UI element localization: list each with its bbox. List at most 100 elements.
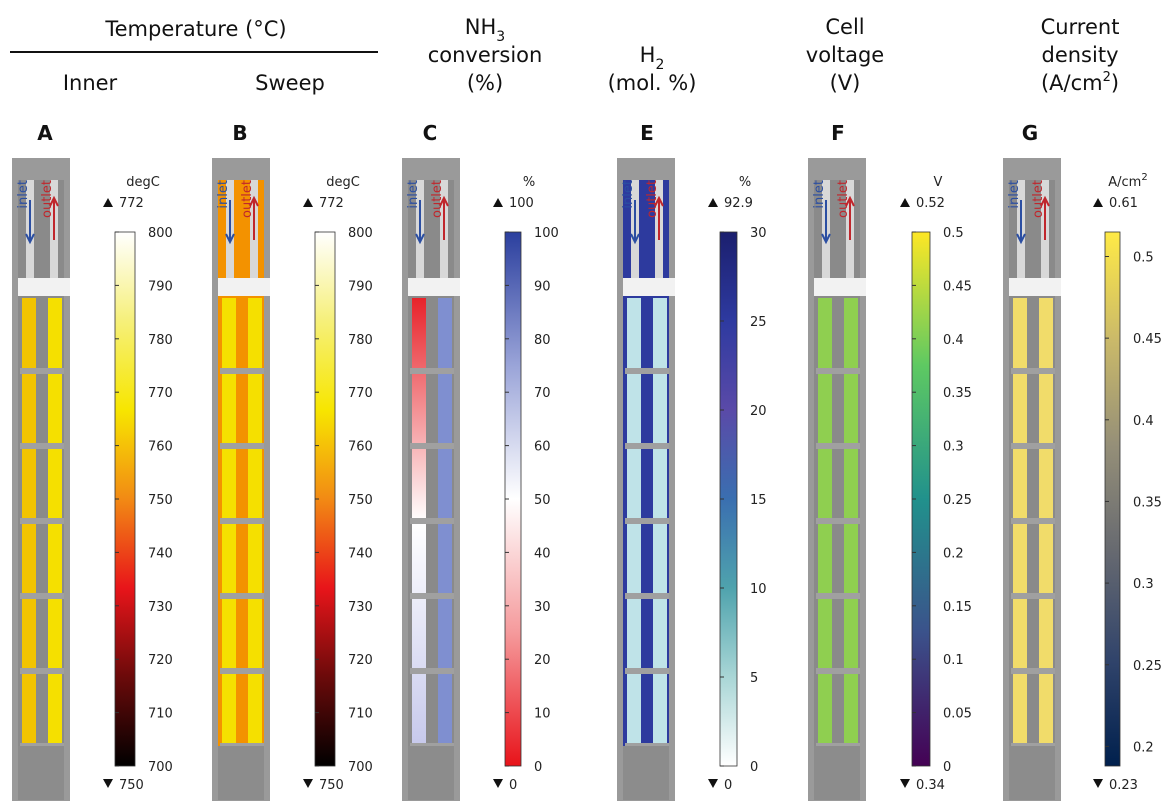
spacer (816, 443, 860, 449)
colorbar-tick-label: 800 (148, 226, 173, 241)
colorbar (1105, 232, 1120, 766)
colorbar-unit: degC (326, 175, 360, 190)
colorbar-tick-label: 700 (348, 760, 373, 775)
panel-letter: G (1022, 121, 1038, 145)
inlet-label: inlet (16, 180, 31, 209)
spacer (816, 668, 860, 674)
temperature-title: Temperature (°C) (104, 17, 286, 41)
spacer (220, 443, 264, 449)
colorbar-tick-label: 0.1 (943, 653, 964, 668)
colorbar-tick-label: 0.3 (1133, 577, 1154, 592)
colorbar-tick-label: 740 (148, 546, 173, 561)
colorbar-tick-label: 60 (534, 440, 551, 455)
spacer (1011, 368, 1055, 374)
colorbar-tick-label: 0.45 (1133, 332, 1162, 347)
colorbar-tick-label: 0 (750, 760, 758, 775)
min-marker (493, 779, 503, 788)
spacer (1011, 443, 1055, 449)
spacer (220, 518, 264, 524)
colorbar-tick-label: 710 (348, 707, 373, 722)
title-text: ) (1111, 71, 1119, 95)
panel-letter: F (831, 121, 845, 145)
max-label: 772 (319, 196, 344, 211)
manifold (1009, 278, 1061, 296)
colorbar-tick-label: 770 (348, 386, 373, 401)
title-text: conversion (428, 43, 543, 67)
colorbar-tick-label: 15 (750, 493, 767, 508)
unit-text: V (934, 175, 943, 190)
max-label: 0.61 (1109, 196, 1138, 211)
colorbar-tick-label: 0.15 (943, 600, 972, 615)
min-marker (1093, 779, 1103, 788)
spacer (625, 593, 669, 599)
spacer (20, 443, 64, 449)
max-marker (1093, 198, 1103, 207)
panel-letter: C (423, 121, 438, 145)
title-superscript: 2 (1103, 70, 1111, 85)
min-marker (900, 779, 910, 788)
title-text: voltage (806, 43, 884, 67)
colorbar-unit: % (523, 175, 535, 190)
panel-title: (%) (467, 71, 503, 95)
outlet-label: outlet (240, 180, 255, 218)
colorbar-tick-label: 760 (148, 440, 173, 455)
title-text: density (1042, 43, 1119, 67)
min-label: 0 (509, 778, 517, 793)
spacer (220, 593, 264, 599)
figure: Temperature (°C) Inner Sweep Ainletoutle… (0, 0, 1167, 801)
min-label: 0.23 (1109, 778, 1138, 793)
colorbar-tick-label: 750 (148, 493, 173, 508)
min-label: 0 (724, 778, 732, 793)
inlet-label: inlet (812, 180, 827, 209)
panel-letter: B (232, 121, 247, 145)
panel-title: (V) (830, 71, 861, 95)
colorbar-tick-label: 20 (534, 653, 551, 668)
base (218, 746, 264, 800)
colorbar-tick-label: 5 (750, 671, 758, 686)
colorbar-tick-label: 70 (534, 386, 551, 401)
colorbar-tick-label: 90 (534, 279, 551, 294)
panel-title: H2 (640, 43, 665, 73)
inlet-label: inlet (406, 180, 421, 209)
spacer (20, 668, 64, 674)
max-marker (708, 198, 718, 207)
max-label: 0.52 (916, 196, 945, 211)
colorbar-tick-label: 780 (348, 333, 373, 348)
colorbar-tick-label: 30 (534, 600, 551, 615)
spacer (410, 668, 454, 674)
spacer (625, 668, 669, 674)
outlet-label: outlet (1031, 180, 1046, 218)
base (18, 746, 64, 800)
panel-title: density (1042, 43, 1119, 67)
colorbar-tick-label: 0.5 (1133, 250, 1154, 265)
colorbar-tick-label: 780 (148, 333, 173, 348)
title-text: Cell (825, 15, 864, 39)
max-label: 100 (509, 196, 534, 211)
colorbar-tick-label: 10 (534, 707, 551, 722)
spacer (1011, 593, 1055, 599)
title-text: NH (465, 15, 497, 39)
max-label: 92.9 (724, 196, 753, 211)
colorbar-tick-label: 0.2 (1133, 740, 1154, 755)
colorbar-tick-label: 0.05 (943, 707, 972, 722)
manifold (814, 278, 866, 296)
colorbar-unit: degC (126, 175, 160, 190)
colorbar-tick-label: 710 (148, 707, 173, 722)
colorbar-tick-label: 0.25 (1133, 659, 1162, 674)
colorbar-tick-label: 740 (348, 546, 373, 561)
manifold (18, 278, 70, 296)
panel-title: (mol. %) (608, 71, 697, 95)
max-label: 772 (119, 196, 144, 211)
max-marker (493, 198, 503, 207)
manifold (623, 278, 675, 296)
colorbar-tick-label: 10 (750, 582, 767, 597)
colorbar-tick-label: 730 (148, 600, 173, 615)
panel-letter: E (640, 121, 654, 145)
inlet-label: inlet (1007, 180, 1022, 209)
panel-title: NH3 (465, 15, 505, 45)
min-marker (303, 779, 313, 788)
colorbar-tick-label: 30 (750, 226, 767, 241)
colorbar-tick-label: 760 (348, 440, 373, 455)
manifold (408, 278, 460, 296)
outlet-label: outlet (40, 180, 55, 218)
